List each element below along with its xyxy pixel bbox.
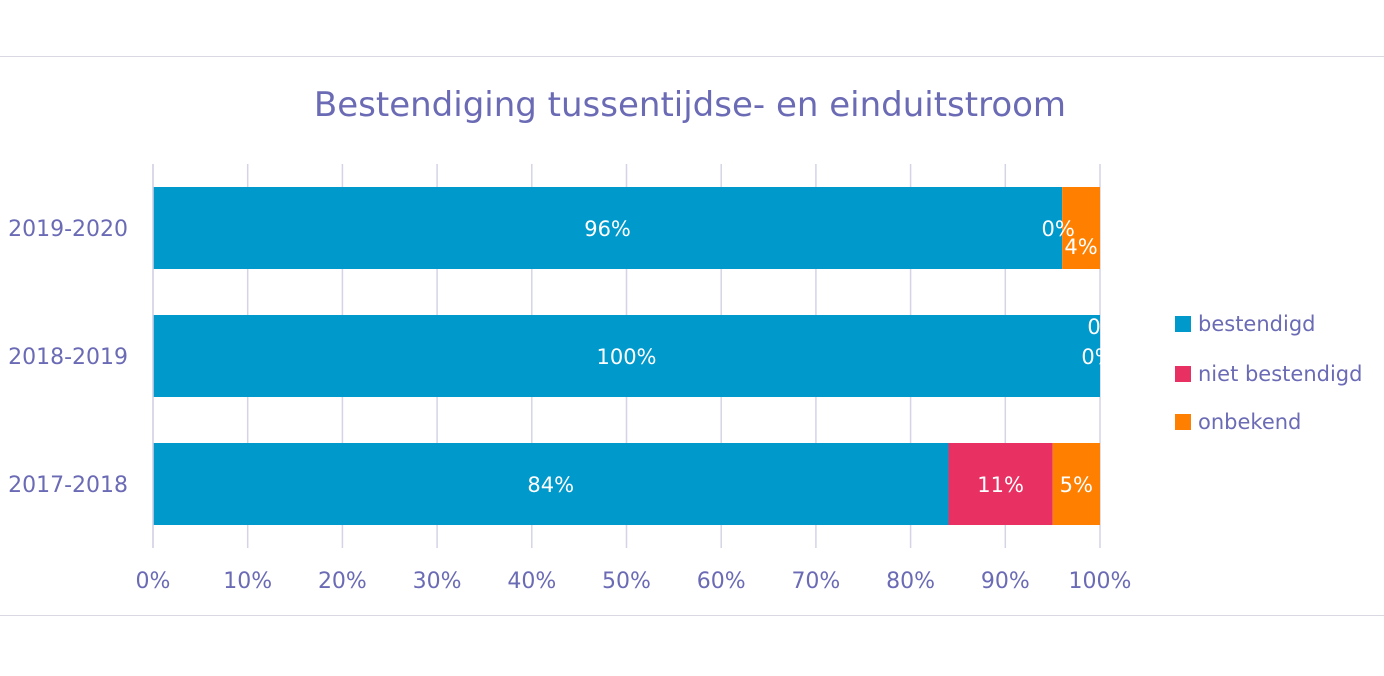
legend-label: onbekend — [1198, 410, 1301, 434]
legend-swatch — [1175, 316, 1191, 332]
data-label: 84% — [527, 473, 574, 497]
category-label: 2019-2020 — [8, 217, 128, 242]
bar-segment — [1052, 443, 1100, 525]
x-tick-label: 100% — [1069, 569, 1132, 594]
category-label: 2017-2018 — [8, 473, 128, 498]
legend-swatch — [1175, 366, 1191, 382]
bar-segment — [153, 443, 949, 525]
bar-segment — [948, 443, 1053, 525]
bar-segment — [1062, 187, 1100, 269]
x-tick-label: 70% — [791, 569, 840, 594]
legend: bestendigd niet bestendigd onbekend — [1175, 312, 1362, 434]
x-tick-label: 40% — [507, 569, 556, 594]
data-label: 0% — [1041, 217, 1074, 241]
chart-frame — [0, 56, 1384, 616]
data-label: 0% — [1081, 345, 1114, 369]
bar-segment — [153, 315, 1100, 397]
data-label: 0% — [1087, 315, 1120, 339]
data-label: 100% — [596, 345, 656, 369]
x-tick-label: 80% — [886, 569, 935, 594]
data-label: 11% — [977, 473, 1024, 497]
x-tick-label: 20% — [318, 569, 367, 594]
data-label: 5% — [1060, 473, 1093, 497]
data-label: 4% — [1064, 235, 1097, 259]
x-tick-label: 10% — [223, 569, 272, 594]
chart-title: Bestendiging tussentijdse- en einduitstr… — [314, 85, 1066, 125]
bars — [153, 187, 1100, 525]
x-tick-label: 50% — [602, 569, 651, 594]
axes: 0% 10% 20% 30% 40% 50% 60% 70% 80% 90% 100% 2019-20… — [8, 164, 1131, 594]
category-label: 2018-2019 — [8, 345, 128, 370]
data-labels: 96% 0%4%100%0%0%84% 11% 5% — [527, 217, 1120, 497]
bar-segment — [153, 187, 1063, 269]
x-tick-label: 0% — [136, 569, 171, 594]
x-tick-label: 90% — [981, 569, 1030, 594]
legend-swatch — [1175, 414, 1191, 430]
data-label: 96% — [584, 217, 631, 241]
legend-label: niet bestendigd — [1198, 362, 1362, 386]
x-tick-label: 30% — [413, 569, 462, 594]
x-tick-label: 60% — [697, 569, 746, 594]
legend-label: bestendigd — [1198, 312, 1315, 336]
